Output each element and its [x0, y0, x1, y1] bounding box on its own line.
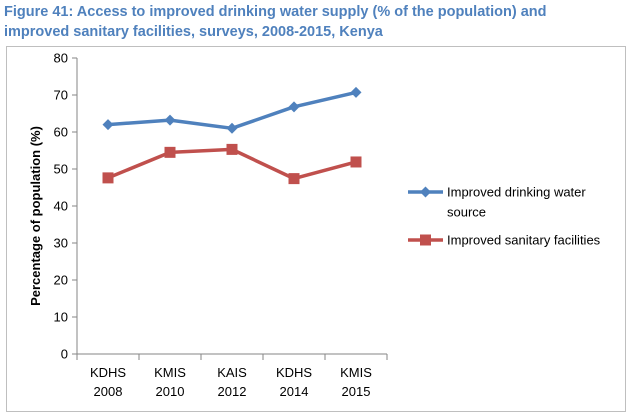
data-point — [288, 101, 300, 113]
data-point — [288, 173, 300, 185]
legend-item: Improved drinking water source — [408, 185, 586, 220]
y-tick-label: 70 — [54, 88, 68, 103]
series-1 — [102, 86, 362, 134]
figure-title-line-2: improved sanitary facilities, surveys, 2… — [4, 24, 383, 40]
y-axis: 0 10 20 30 40 50 60 70 80 — [54, 51, 78, 362]
legend-swatch-marker — [420, 234, 431, 246]
x-tick-label: KDHS — [90, 365, 126, 380]
data-point — [164, 146, 176, 158]
x-tick-label: 2010 — [156, 384, 185, 399]
x-tick-label: KMIS — [340, 365, 372, 380]
x-tick-label: 2012 — [218, 384, 247, 399]
legend-item: Improved sanitary facilities — [408, 233, 601, 248]
y-tick-label: 0 — [61, 347, 68, 362]
data-point — [226, 122, 238, 134]
legend-label: Improved drinking water — [447, 185, 586, 200]
y-tick-label: 10 — [54, 310, 68, 325]
x-axis: KDHS 2008 KMIS 2010 KAIS 2012 KDHS 2014 KMIS 2015 — [76, 353, 388, 399]
data-point — [102, 119, 114, 131]
data-point — [102, 172, 114, 184]
y-tick-label: 20 — [54, 273, 68, 288]
y-tick-label: 40 — [54, 199, 68, 214]
x-tick-label: 2015 — [342, 384, 371, 399]
y-tick-label: 30 — [54, 236, 68, 251]
y-axis-title: Percentage of population (%) — [28, 126, 43, 306]
chart-frame — [6, 46, 626, 412]
x-tick-label: 2008 — [94, 384, 123, 399]
y-tick-label: 50 — [54, 162, 68, 177]
x-tick-label: 2014 — [280, 384, 309, 399]
series-layer — [102, 86, 362, 185]
legend-swatch-marker — [420, 186, 431, 198]
series-2 — [102, 143, 362, 185]
figure-title-line-1: Figure 41: Access to improved drinking w… — [4, 4, 547, 20]
legend: Improved drinking water source Improved sa… — [408, 185, 601, 248]
legend-label: source — [447, 205, 486, 220]
legend-label: Improved sanitary facilities — [447, 233, 601, 248]
x-tick-label: KAIS — [217, 365, 247, 380]
x-tick-label: KDHS — [276, 365, 312, 380]
y-tick-label: 60 — [54, 125, 68, 140]
data-point — [164, 114, 176, 126]
data-point — [350, 156, 362, 168]
data-point — [350, 86, 362, 98]
x-tick-label: KMIS — [154, 365, 186, 380]
data-point — [226, 143, 238, 155]
y-tick-label: 80 — [54, 51, 68, 66]
figure-title: Figure 41: Access to improved drinking w… — [4, 2, 624, 42]
